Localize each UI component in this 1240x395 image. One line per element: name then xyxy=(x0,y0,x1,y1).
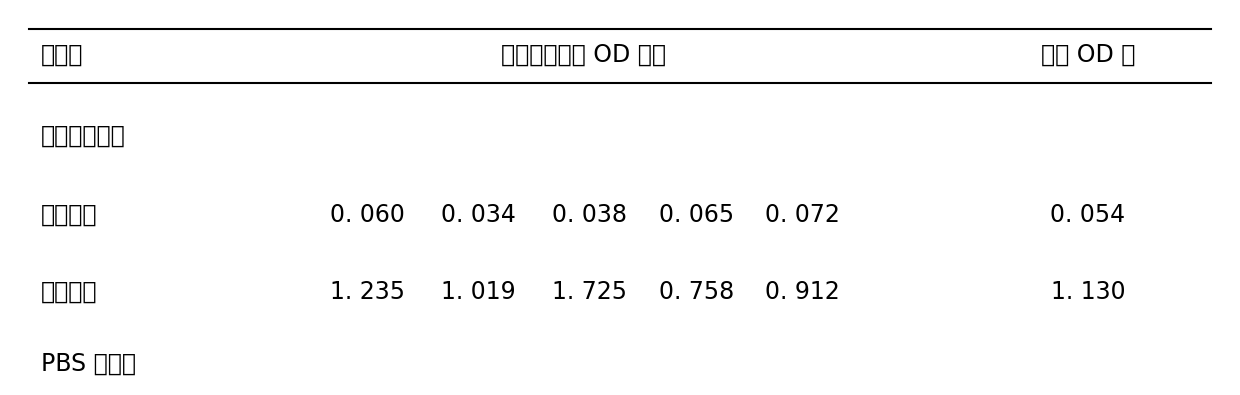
Text: 平均 OD 值: 平均 OD 值 xyxy=(1040,43,1136,67)
Text: PBS 缓冲液: PBS 缓冲液 xyxy=(41,352,136,376)
Text: 0. 060: 0. 060 xyxy=(330,203,405,227)
Text: 0. 758: 0. 758 xyxy=(658,280,734,304)
Text: 0. 034: 0. 034 xyxy=(441,203,516,227)
Text: 1. 235: 1. 235 xyxy=(330,280,405,304)
Text: 1. 019: 1. 019 xyxy=(441,280,516,304)
Text: 0. 038: 0. 038 xyxy=(552,203,626,227)
Text: 阳性标本: 阳性标本 xyxy=(41,280,98,304)
Text: 碳酸盐缓冲液: 碳酸盐缓冲液 xyxy=(41,124,126,148)
Text: 0. 065: 0. 065 xyxy=(658,203,734,227)
Text: 0. 072: 0. 072 xyxy=(765,203,839,227)
Text: 1. 725: 1. 725 xyxy=(552,280,626,304)
Text: 0. 054: 0. 054 xyxy=(1050,203,1126,227)
Text: 0. 912: 0. 912 xyxy=(765,280,839,304)
Text: 包被液: 包被液 xyxy=(41,43,83,67)
Text: 各检测标本的 OD 均值: 各检测标本的 OD 均值 xyxy=(501,43,666,67)
Text: 阴性标本: 阴性标本 xyxy=(41,203,98,227)
Text: 1. 130: 1. 130 xyxy=(1050,280,1126,304)
